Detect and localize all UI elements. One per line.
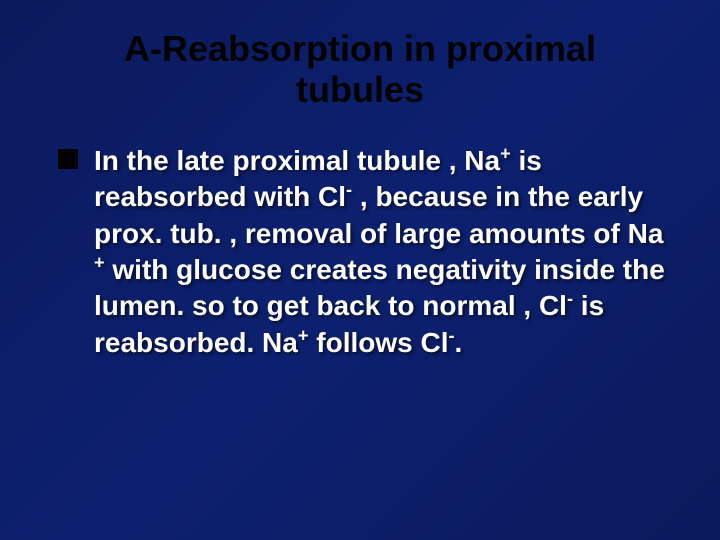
slide-title: A-Reabsorption in proximal tubules <box>50 28 670 111</box>
content-row: In the late proximal tubule , Na+ is rea… <box>50 143 670 361</box>
slide-container: A-Reabsorption in proximal tubules In th… <box>0 0 720 540</box>
bullet-square <box>58 149 78 169</box>
body-text: In the late proximal tubule , Na+ is rea… <box>94 143 670 361</box>
